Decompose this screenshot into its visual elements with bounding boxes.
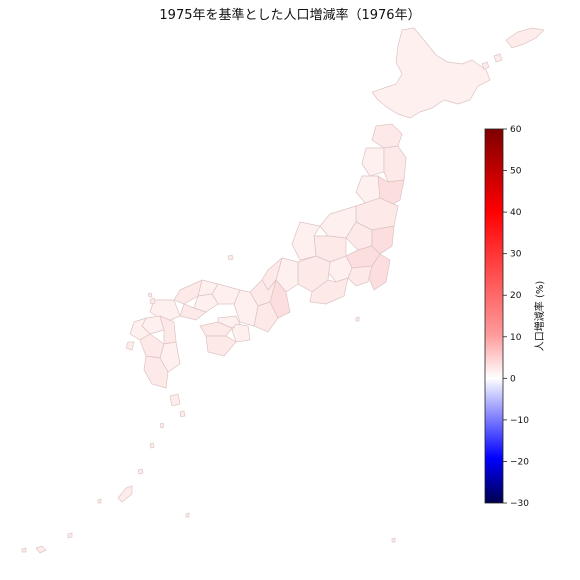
colorbar-tick-label: −20 — [510, 457, 529, 467]
shikoku — [199, 315, 251, 357]
colorbar-tick-label: 60 — [510, 125, 522, 135]
page-title: 1975年を基準とした人口増減率（1976年） — [159, 8, 421, 23]
colorbar-gradient — [484, 128, 504, 504]
colorbar-tick-label: 50 — [510, 167, 522, 177]
colorbar-tick-label: −30 — [510, 499, 529, 509]
colorbar: 60 50 40 30 20 10 0 −10 −20 −30 人口増減率 (%) — [484, 125, 546, 509]
southern-islands — [21, 254, 396, 554]
tohoku — [355, 123, 407, 231]
kyushu — [125, 315, 186, 418]
colorbar-ticks: 60 50 40 30 20 10 0 −10 −20 −30 — [503, 125, 529, 509]
hokkaido — [371, 27, 545, 119]
colorbar-tick-label: 30 — [510, 250, 522, 260]
colorbar-tick-label: 10 — [510, 333, 522, 343]
colorbar-tick-label: 0 — [510, 374, 516, 384]
colorbar-tick-label: 20 — [510, 291, 522, 301]
kanto-chubu — [261, 205, 395, 305]
colorbar-label: 人口増減率 (%) — [533, 281, 546, 352]
colorbar-tick-label: −10 — [510, 416, 529, 426]
colorbar-tick-label: 40 — [510, 208, 522, 218]
chugoku — [149, 279, 219, 323]
